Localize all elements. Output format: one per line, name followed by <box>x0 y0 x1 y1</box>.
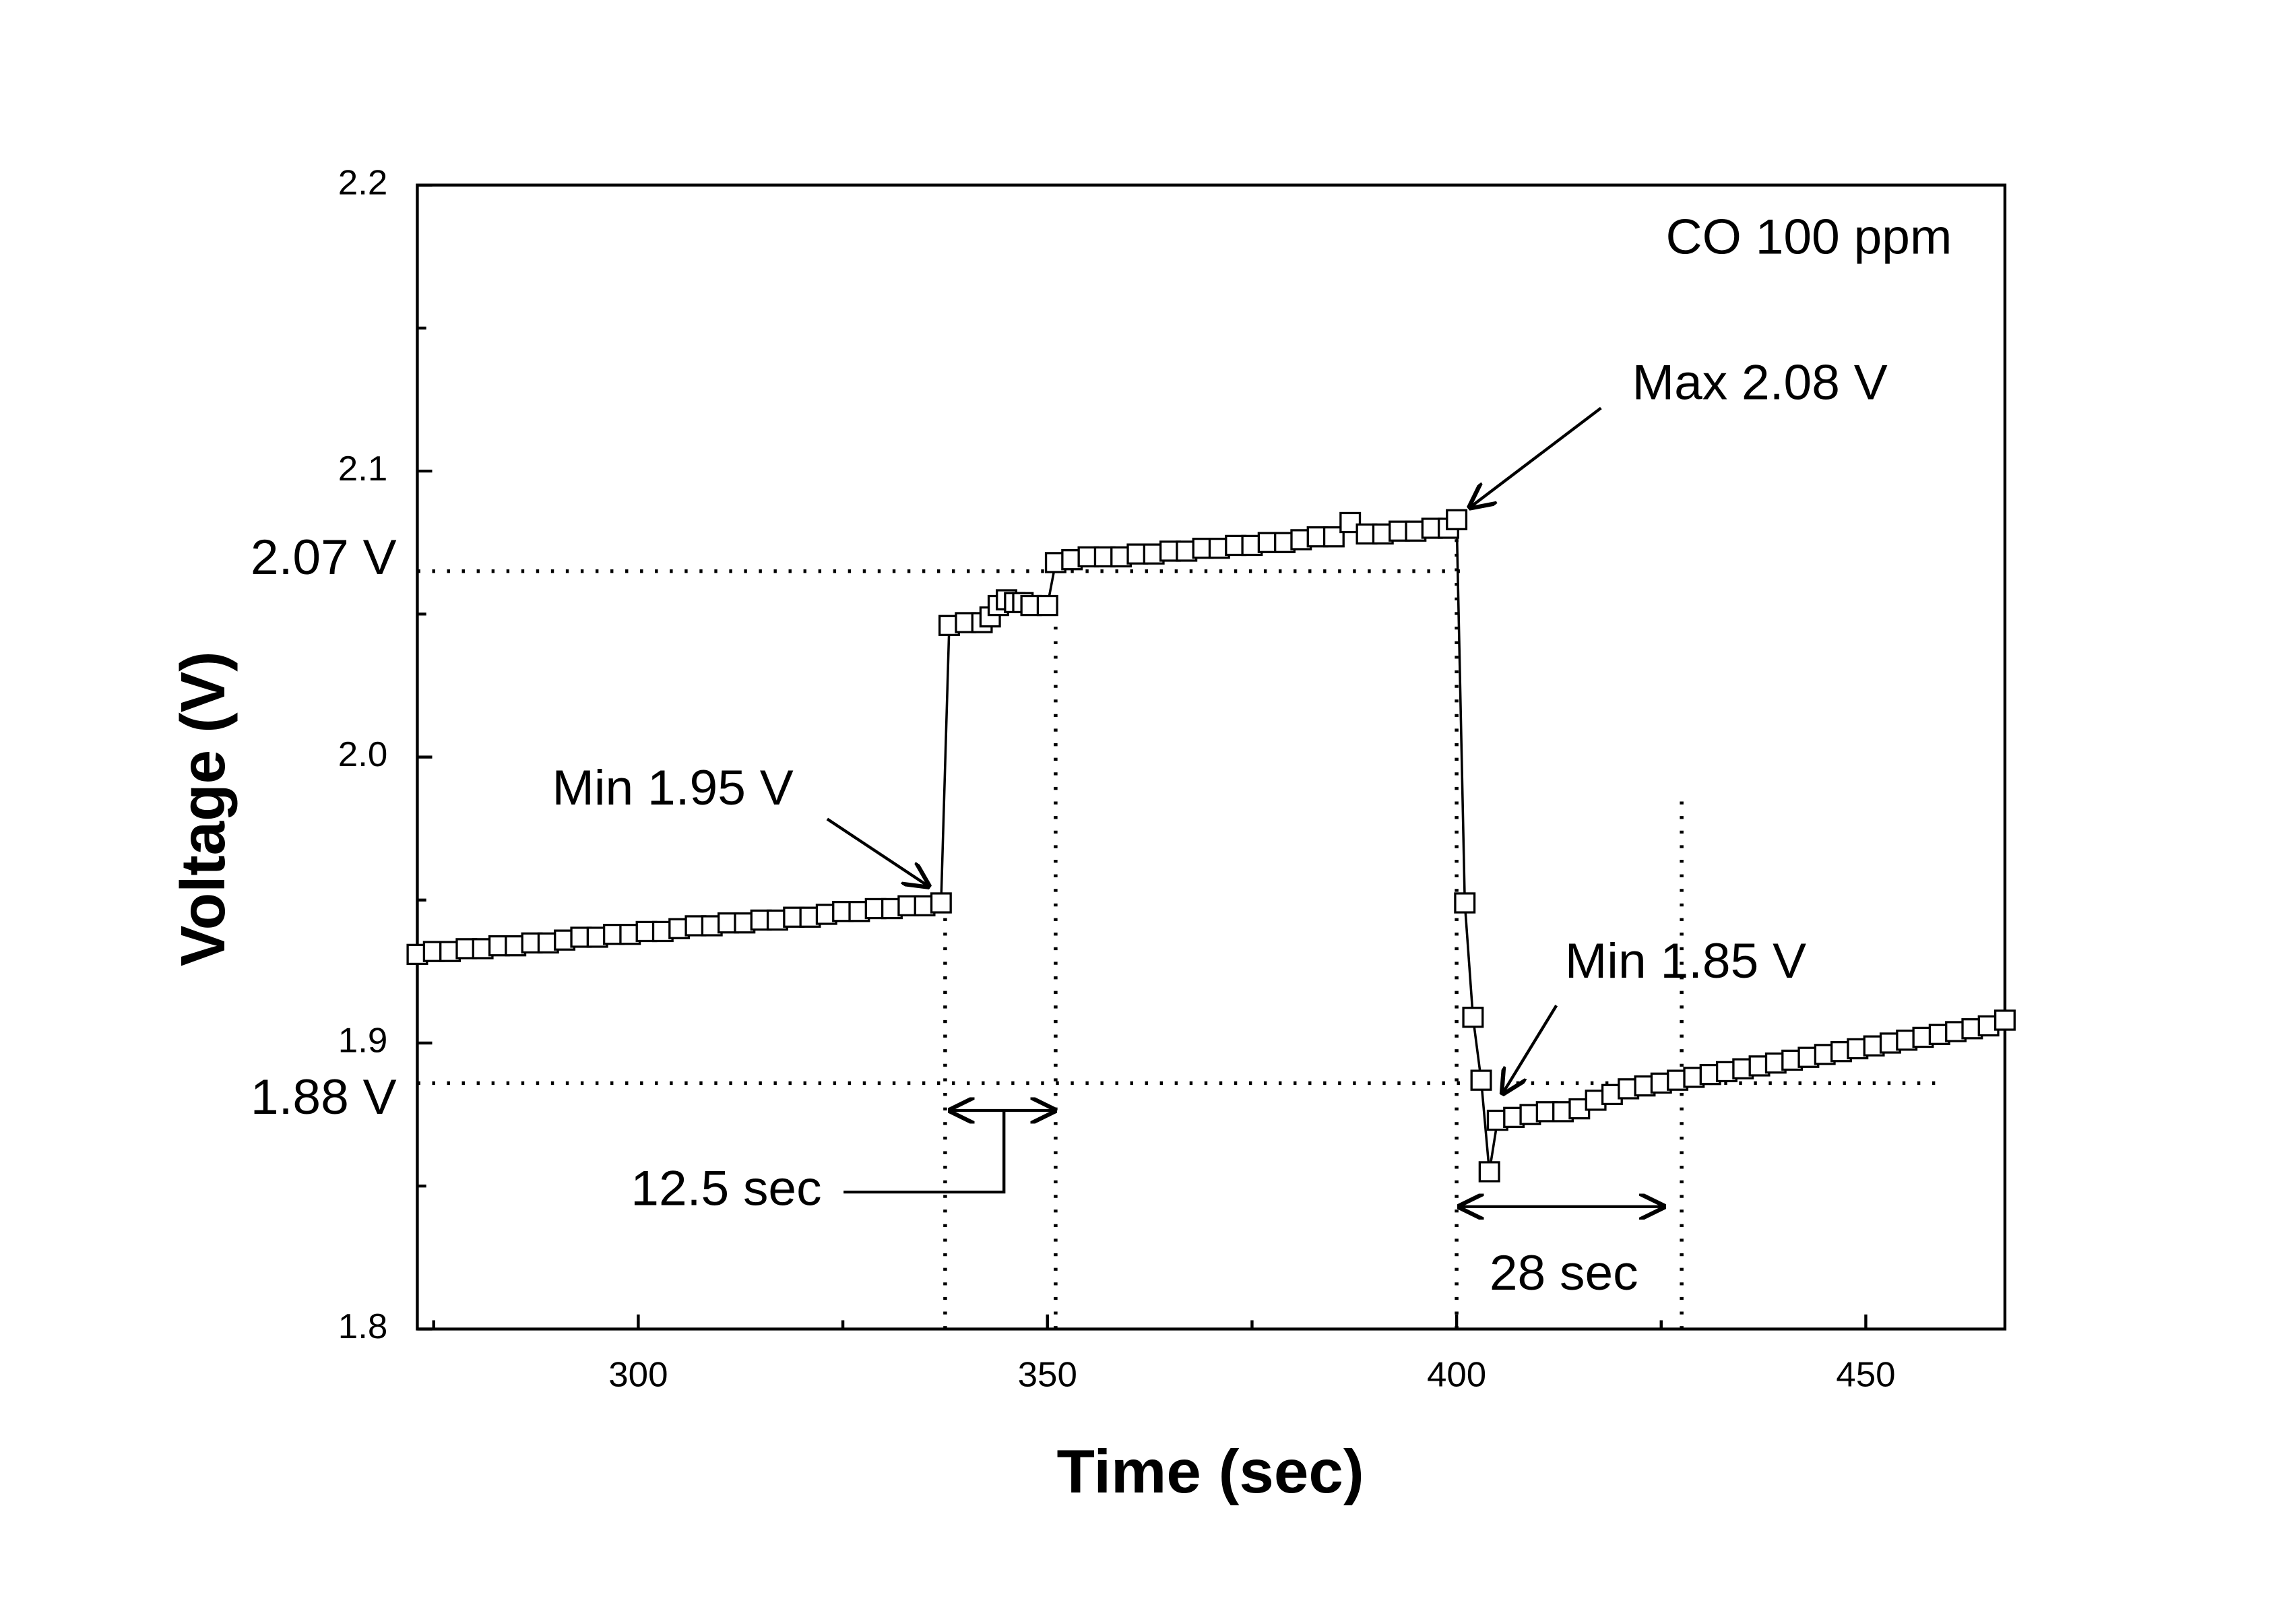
data-point <box>1036 594 1058 617</box>
data-point <box>1470 1069 1492 1091</box>
data-point <box>930 892 952 914</box>
annotation-arrows <box>826 406 1663 1207</box>
max-label: Max 2.08 V <box>1632 354 1888 410</box>
reference-label: 1.88 V <box>251 1069 397 1124</box>
data-point <box>1454 892 1476 914</box>
duration-label: 12.5 sec <box>631 1160 821 1216</box>
min-label: Min 1.85 V <box>1565 933 1807 988</box>
arrow <box>1503 1005 1558 1093</box>
x-tick-label: 300 <box>608 1356 668 1394</box>
data-point <box>1994 1009 2016 1031</box>
condition-label: CO 100 ppm <box>1666 209 1952 264</box>
connector <box>843 1110 1006 1194</box>
y-tick-label: 2.2 <box>338 164 388 202</box>
data-point <box>1462 1007 1484 1028</box>
y-tick-label: 1.9 <box>338 1021 388 1060</box>
arrow <box>1470 406 1602 507</box>
reference-label: 2.07 V <box>251 530 397 585</box>
x-tick-label: 450 <box>1836 1356 1895 1394</box>
data-point <box>1478 1161 1500 1183</box>
y-tick-label: 2.0 <box>338 736 388 774</box>
x-axis-title: Time (sec) <box>1056 1438 1364 1506</box>
x-tick-label: 350 <box>1018 1356 1077 1394</box>
duration-label: 28 sec <box>1490 1245 1638 1300</box>
data-point <box>1446 509 1468 530</box>
min-label: Min 1.95 V <box>552 759 794 815</box>
x-tick-label: 400 <box>1427 1356 1486 1394</box>
y-tick-label: 1.8 <box>338 1308 388 1346</box>
arrow <box>826 817 928 885</box>
y-tick-label: 2.1 <box>338 449 388 488</box>
y-axis-title: Voltage (V) <box>168 652 238 967</box>
